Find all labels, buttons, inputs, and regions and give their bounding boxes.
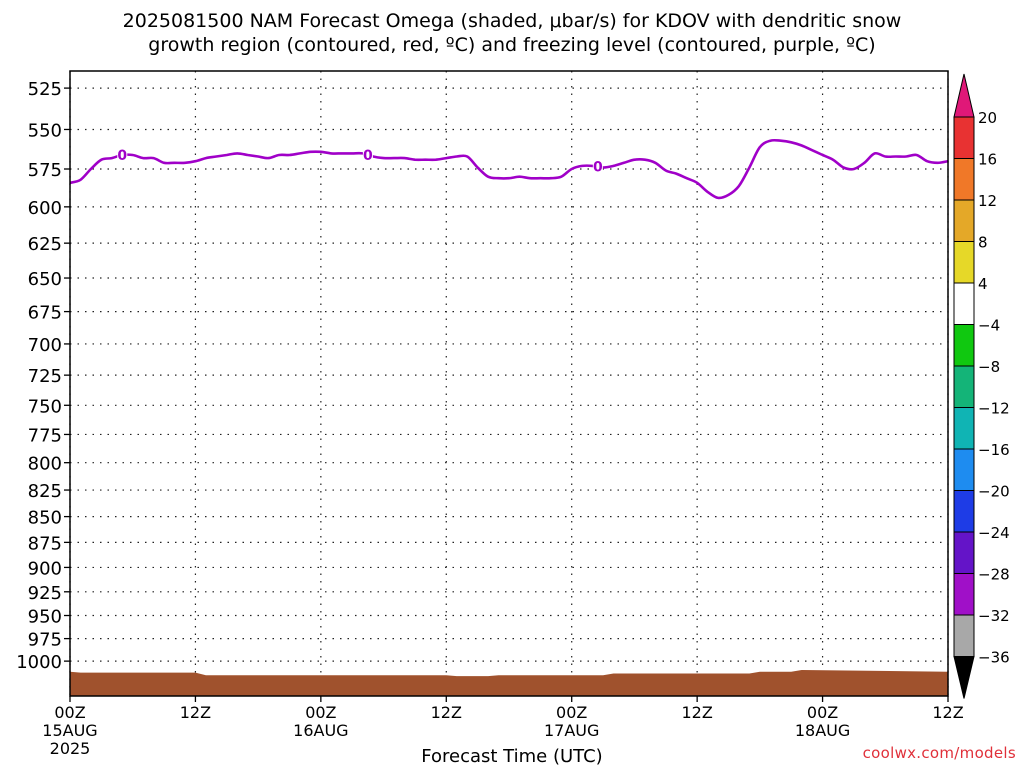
y-tick-label: 875 bbox=[28, 533, 62, 554]
x-tick-label: 12Z bbox=[431, 703, 462, 722]
series-layer: 0 0 0 bbox=[69, 138, 949, 200]
y-tick-label: 650 bbox=[28, 269, 62, 290]
y-tick-label: 1000 bbox=[16, 652, 62, 673]
y-tick-label: 850 bbox=[28, 508, 62, 529]
source-watermark: coolwx.com/models bbox=[862, 744, 1016, 762]
y-tick-label: 600 bbox=[28, 198, 62, 219]
chart-title-line-1: 2025081500 NAM Forecast Omega (shaded, μ… bbox=[122, 10, 902, 32]
x-tick-date: 17AUG bbox=[544, 721, 599, 740]
colorbar-band bbox=[953, 116, 975, 159]
colorbar-band bbox=[953, 158, 975, 201]
colorbar-band bbox=[953, 365, 975, 408]
y-tick-label: 775 bbox=[28, 425, 62, 446]
y-axis-ticks: 525 550 575 600 625 650 675 700 725 750 775 800 825 8… bbox=[16, 79, 70, 673]
x-tick-year: 2025 bbox=[50, 739, 91, 758]
x-tick-date: 18AUG bbox=[795, 721, 850, 740]
contour-label-bg bbox=[592, 158, 603, 175]
y-tick-label: 950 bbox=[28, 607, 62, 628]
colorbar-band bbox=[953, 241, 975, 284]
colorbar-bottom-arrow bbox=[953, 656, 975, 699]
colorbar-band bbox=[953, 199, 975, 242]
y-tick-label: 575 bbox=[28, 160, 62, 181]
x-tick-date: 15AUG bbox=[42, 721, 97, 740]
x-tick-label: 00Z bbox=[556, 703, 587, 722]
x-tick-label: 12Z bbox=[932, 703, 963, 722]
x-tick-label: 00Z bbox=[305, 703, 336, 722]
y-tick-label: 975 bbox=[28, 630, 62, 651]
colorbar-band bbox=[953, 282, 975, 325]
colorbar-band bbox=[953, 324, 975, 367]
colorbar-label: −4 bbox=[978, 317, 1000, 335]
colorbar-label: −24 bbox=[978, 524, 1010, 542]
colorbar-band bbox=[953, 614, 975, 657]
y-tick-label: 525 bbox=[28, 79, 62, 100]
colorbar-label: 8 bbox=[978, 234, 988, 252]
colorbar-band bbox=[953, 448, 975, 491]
x-tick-label: 12Z bbox=[681, 703, 712, 722]
contour-label-bg bbox=[117, 146, 128, 163]
y-tick-label: 900 bbox=[28, 558, 62, 579]
y-tick-label: 825 bbox=[28, 481, 62, 502]
y-tick-label: 625 bbox=[28, 234, 62, 255]
terrain-layer bbox=[70, 670, 948, 696]
x-tick-label: 00Z bbox=[54, 703, 85, 722]
contour-label: 0 bbox=[593, 160, 603, 176]
colorbar-band bbox=[953, 573, 975, 616]
colorbar-label: −28 bbox=[978, 566, 1010, 584]
contour-label: 0 bbox=[363, 148, 373, 164]
y-tick-label: 800 bbox=[28, 454, 62, 475]
colorbar-label: −32 bbox=[978, 607, 1010, 625]
colorbar-label: −20 bbox=[978, 483, 1010, 501]
contour-label: 0 bbox=[117, 148, 127, 164]
colorbar-top-arrow bbox=[953, 73, 975, 118]
y-tick-label: 700 bbox=[28, 335, 62, 356]
terrain-surface bbox=[70, 670, 948, 696]
colorbar-label: −36 bbox=[978, 649, 1010, 667]
chart-title-line-2: growth region (contoured, red, ºC) and f… bbox=[148, 34, 876, 56]
colorbar-band bbox=[953, 531, 975, 574]
colorbar-label: 16 bbox=[978, 151, 997, 169]
y-tick-label: 675 bbox=[28, 303, 62, 324]
contour-label-bg bbox=[362, 146, 373, 163]
colorbar-label: 20 bbox=[978, 109, 997, 127]
colorbar-label: 4 bbox=[978, 275, 988, 293]
y-tick-label: 925 bbox=[28, 583, 62, 604]
freezing-level-line bbox=[69, 138, 949, 200]
colorbar-label: −12 bbox=[978, 400, 1010, 418]
x-tick-label: 12Z bbox=[180, 703, 211, 722]
colorbar-band bbox=[953, 407, 975, 450]
y-tick-label: 725 bbox=[28, 366, 62, 387]
y-tick-label: 750 bbox=[28, 396, 62, 417]
omega-colorbar: 20 16 12 8 4 −4 −8 −12 −16 −20 −24 −28 −32 −36 bbox=[953, 73, 1010, 699]
plot-border bbox=[69, 70, 949, 697]
plot-background bbox=[70, 71, 948, 696]
y-tick-label: 550 bbox=[28, 120, 62, 141]
colorbar-band bbox=[953, 490, 975, 533]
x-axis-label: Forecast Time (UTC) bbox=[421, 746, 603, 767]
plot-frame bbox=[69, 70, 949, 697]
plot-area bbox=[70, 71, 948, 696]
x-tick-label: 00Z bbox=[807, 703, 838, 722]
x-tick-date: 16AUG bbox=[293, 721, 348, 740]
colorbar-label: −8 bbox=[978, 358, 1000, 376]
colorbar-label: 12 bbox=[978, 192, 997, 210]
colorbar-label: −16 bbox=[978, 441, 1010, 459]
